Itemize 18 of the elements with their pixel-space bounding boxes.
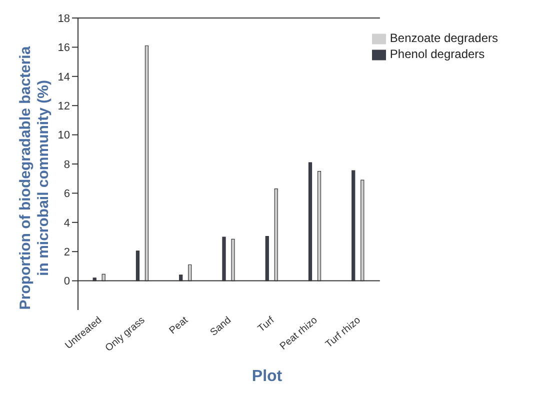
y-tick-label: 8 [64,158,70,171]
y-tick-label: 0 [64,276,70,288]
y-tick-label: 10 [58,130,70,142]
x-tick-label: Peat rhizo [278,314,320,352]
y-tick-label: 12 [58,100,70,113]
y-axis-title: Proportion of biodegradable bacteria in microbail community (%) [17,46,52,310]
legend-label: Benzoate degraders [390,31,498,45]
x-tick-label: Turf [256,314,277,335]
y-tick-label: 6 [64,188,70,200]
legend-label: Phenol degraders [390,47,485,61]
y-tick-label: 14 [58,71,70,84]
x-axis-title: Plot [250,368,284,386]
x-tick-label: Peat [167,314,190,337]
y-tick-label: 4 [64,217,70,230]
y-tick-label: 18 [58,12,70,25]
x-tick-label: Turf rhizo [324,314,364,350]
y-tick-label: 16 [58,42,70,54]
y-tick-label: 2 [64,246,70,259]
